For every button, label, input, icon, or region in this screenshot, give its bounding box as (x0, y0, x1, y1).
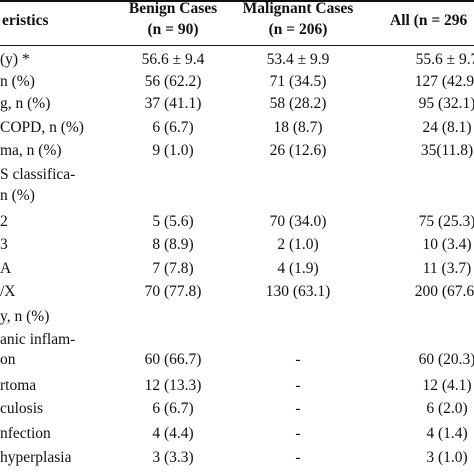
cell-benign: 6 (6.7) (152, 119, 194, 136)
row-label: on (0, 351, 16, 368)
cell-malignant: - (295, 377, 301, 394)
header-rule (0, 45, 474, 46)
row-label: 3 (0, 236, 8, 253)
cell-all: 6 (2.0) (426, 400, 468, 417)
cell-malignant: 71 (34.5) (269, 73, 327, 90)
row-label: nfection (0, 425, 51, 442)
cell-malignant: 130 (63.1) (265, 283, 331, 300)
header-malignant-n: (n = 206) (268, 21, 328, 38)
cell-benign: 70 (77.8) (144, 283, 202, 300)
cell-malignant: - (295, 425, 301, 442)
cell-malignant: 53.4 ± 9.9 (266, 51, 330, 68)
row-label: g, n (%) (0, 95, 51, 112)
cell-benign: 5 (5.6) (152, 213, 194, 230)
cell-all: 24 (8.1) (422, 119, 472, 136)
row-label: (y) * (0, 51, 30, 68)
cell-all: 127 (42.9) (414, 73, 474, 90)
row-label: rtoma (0, 377, 37, 394)
row-label: anic inflam- (0, 331, 76, 348)
cell-all: 200 (67.6) (414, 283, 474, 300)
row-label: y, n (%) (0, 308, 50, 325)
row-label: n (%) (0, 73, 35, 90)
row-label: hyperplasia (0, 449, 72, 466)
cell-malignant: 18 (8.7) (273, 119, 323, 136)
cell-benign: 4 (4.4) (152, 425, 194, 442)
row-label: S classifica- (0, 166, 76, 183)
cell-benign: 56 (62.2) (144, 73, 202, 90)
cell-malignant: 58 (28.2) (269, 95, 327, 112)
cell-malignant: - (295, 351, 301, 368)
header-benign-n: (n = 90) (147, 21, 199, 38)
cell-benign: 60 (66.7) (144, 351, 202, 368)
header-benign-title: Benign Cases (128, 0, 218, 17)
cell-malignant: 2 (1.0) (277, 236, 319, 253)
cell-all: 10 (3.4) (422, 236, 472, 253)
cell-benign: 3 (3.3) (152, 449, 194, 466)
cell-malignant: 26 (12.6) (269, 142, 327, 159)
cell-all: 75 (25.3) (418, 213, 474, 230)
cell-all: 11 (3.7) (422, 260, 472, 277)
row-label: n (%) (0, 187, 35, 204)
cell-all: 55.6 ± 9.7 (415, 51, 474, 68)
row-label: COPD, n (%) (0, 119, 84, 136)
table-top-rule (0, 0, 474, 2)
cell-malignant: - (295, 449, 301, 466)
cell-all: 60 (20.3) (418, 351, 474, 368)
row-label: A (0, 260, 12, 277)
cell-malignant: 70 (34.0) (269, 213, 327, 230)
cell-malignant: 4 (1.9) (277, 260, 319, 277)
cell-benign: 56.6 ± 9.4 (141, 51, 205, 68)
row-label: 2 (0, 213, 8, 230)
cell-all: 35(11.8) (420, 142, 474, 159)
cell-benign: 9 (1.0) (152, 142, 194, 159)
row-label: ma, n (%) (0, 142, 62, 159)
cell-all: 95 (32.1) (418, 95, 474, 112)
cell-all: 12 (4.1) (422, 377, 472, 394)
header-all: All (n = 296 (390, 12, 468, 29)
cell-all: 4 (1.4) (426, 425, 468, 442)
cell-benign: 12 (13.3) (144, 377, 202, 394)
row-label: /X (0, 283, 16, 300)
row-label: culosis (0, 400, 44, 417)
cell-all: 3 (1.0) (426, 449, 468, 466)
cell-benign: 7 (7.8) (152, 260, 194, 277)
cell-benign: 6 (6.7) (152, 400, 194, 417)
cell-benign: 8 (8.9) (152, 236, 194, 253)
cell-benign: 37 (41.1) (144, 95, 202, 112)
header-characteristics: eristics (2, 12, 49, 29)
header-malignant-title: Malignant Cases (242, 0, 354, 17)
cell-malignant: - (295, 400, 301, 417)
